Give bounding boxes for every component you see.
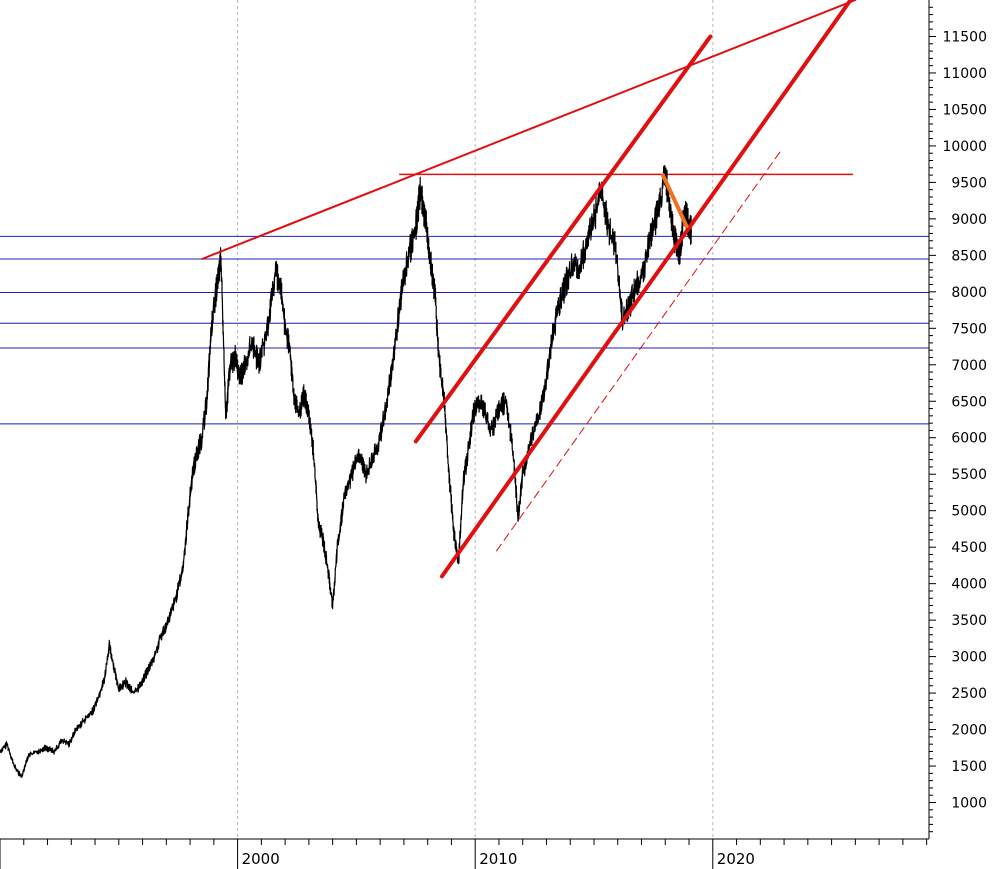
y-tick-label: 5000 — [951, 504, 987, 520]
y-tick-label: 1000 — [951, 796, 987, 812]
y-tick-label: 5500 — [951, 467, 987, 483]
y-tick-label: 2000 — [951, 723, 987, 739]
price-series — [0, 165, 692, 778]
y-tick-label: 4500 — [951, 540, 987, 556]
y-tick-label: 1500 — [951, 759, 987, 775]
y-tick-label: 10500 — [942, 102, 987, 118]
y-tick-label: 10000 — [942, 139, 987, 155]
price-line — [0, 165, 692, 778]
y-tick-label: 7500 — [951, 321, 987, 337]
x-tick-label: 2010 — [479, 850, 517, 868]
y-tick-label: 2500 — [951, 686, 987, 702]
grid-layer — [237, 0, 714, 839]
channel-trendline — [439, 0, 853, 579]
y-tick-label: 11500 — [942, 29, 987, 45]
y-tick-label: 8500 — [951, 248, 987, 264]
y-tick-label: 7000 — [951, 358, 987, 374]
y-tick-label: 6000 — [951, 431, 987, 447]
x-tick-label: 2020 — [717, 850, 755, 868]
y-tick-label: 9500 — [951, 175, 987, 191]
x-tick-label: 2000 — [242, 850, 280, 868]
y-tick-label: 6500 — [951, 394, 987, 410]
y-tick-label: 3000 — [951, 650, 987, 666]
y-tick-label: 8000 — [951, 285, 987, 301]
recent-decline-line — [660, 173, 689, 229]
trendlines — [200, 0, 857, 579]
resistance-trendline — [200, 0, 857, 260]
dashed-trendline — [496, 149, 783, 552]
horizontal-levels — [0, 173, 929, 425]
y-tick-label: 11000 — [942, 66, 987, 82]
channel-trendline — [413, 34, 713, 444]
y-tick-label: 4000 — [951, 577, 987, 593]
y-tick-label: 9000 — [951, 212, 987, 228]
y-tick-label: 3500 — [951, 613, 987, 629]
